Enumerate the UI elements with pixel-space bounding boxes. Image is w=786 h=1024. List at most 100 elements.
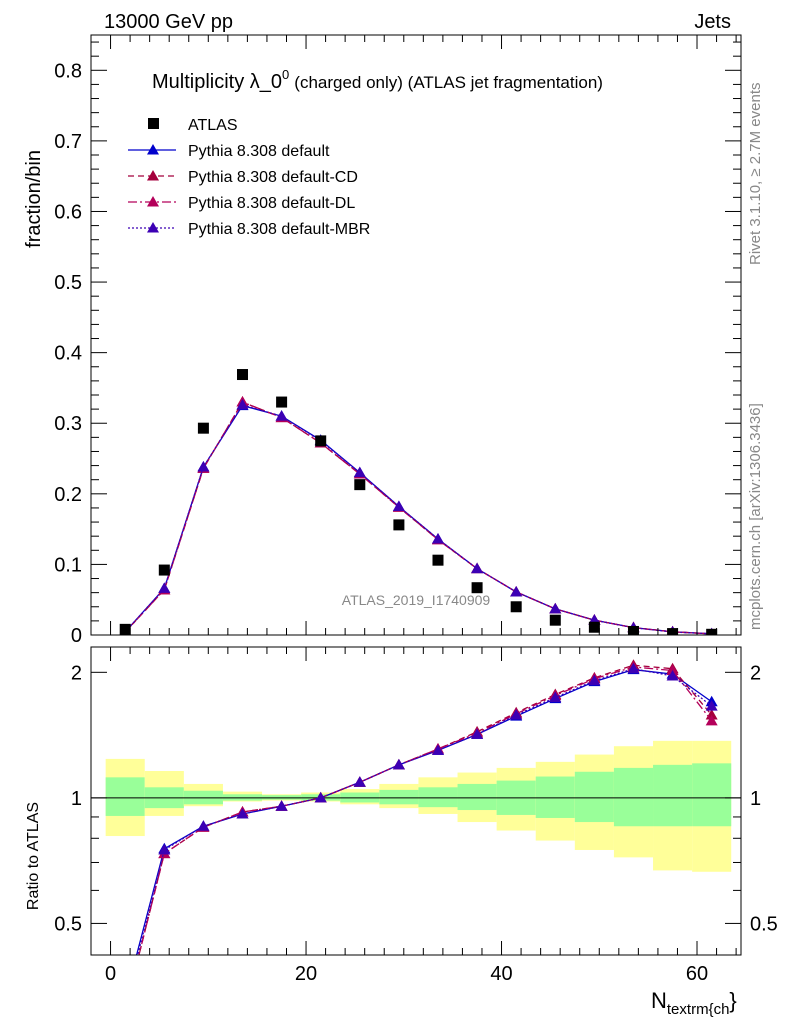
atlas-data-point bbox=[197, 422, 209, 434]
ratio-point-mbr bbox=[197, 820, 210, 831]
ratio-tick-label-right: 0.5 bbox=[750, 913, 778, 935]
y-tick-label: 0 bbox=[71, 625, 82, 647]
atlas-data-point bbox=[354, 479, 366, 491]
ratio-line-cd bbox=[138, 664, 713, 955]
ratio-point-dl bbox=[705, 714, 718, 726]
band-inner-bin bbox=[535, 776, 575, 818]
x-tick-label: 40 bbox=[490, 963, 512, 985]
x-tick-label: 20 bbox=[295, 963, 317, 985]
ratio-point-mbr bbox=[158, 843, 171, 855]
atlas-data-point bbox=[627, 625, 639, 635]
y-tick-label: 0.8 bbox=[54, 60, 82, 82]
series-line-mbr bbox=[124, 404, 712, 635]
legend-marker-mbr bbox=[147, 222, 159, 233]
atlas-data-point bbox=[158, 564, 170, 576]
ratio-point-mbr bbox=[510, 709, 523, 720]
band-inner-bin bbox=[457, 783, 497, 811]
ratio-point-mbr bbox=[549, 691, 562, 703]
legend-label-cd: Pythia 8.308 default-CD bbox=[188, 169, 358, 186]
atlas-data-point bbox=[393, 519, 405, 531]
ratio-point-mbr bbox=[353, 776, 366, 787]
atlas-data-point bbox=[667, 628, 679, 635]
ratio-point-mbr bbox=[471, 728, 484, 739]
ratio-tick-label-right: 1 bbox=[750, 788, 761, 810]
legend: ATLAS Pythia 8.308 default Pythia 8.308 de… bbox=[128, 117, 370, 238]
rivet-label: Rivet 3.1.10, ≥ 2.7M events bbox=[747, 83, 764, 266]
atlas-data-point bbox=[432, 554, 444, 566]
series-point-mbr bbox=[197, 461, 210, 472]
ratio-tick-label-left: 0.5 bbox=[54, 913, 82, 935]
atlas-data-point bbox=[119, 623, 131, 635]
atlas-data-point bbox=[315, 435, 327, 447]
y-tick-label: 0.3 bbox=[54, 413, 82, 435]
ratio-line-mbr bbox=[137, 668, 713, 955]
header-process: Jets bbox=[694, 11, 731, 33]
ratio-point-mbr bbox=[431, 744, 444, 755]
legend-marker-default bbox=[147, 144, 159, 155]
x-label-sub: textrm{ch bbox=[667, 1001, 730, 1018]
ratio-tick-label-left: 2 bbox=[71, 662, 82, 684]
main-panel bbox=[119, 369, 718, 635]
ratio-point-dl bbox=[666, 664, 679, 676]
atlas-data-point bbox=[706, 628, 718, 635]
ratio-point-mbr bbox=[236, 807, 249, 819]
y-tick-label: 0.5 bbox=[54, 272, 82, 294]
x-label-main: N bbox=[651, 988, 667, 1013]
legend-marker-atlas bbox=[148, 118, 159, 129]
x-axis-label: Ntextrm{ch} bbox=[651, 988, 737, 1018]
ratio-point-mbr bbox=[705, 700, 718, 711]
legend-label-atlas: ATLAS bbox=[188, 117, 238, 134]
mcplots-label: mcplots.cern.ch [arXiv:1306.3436] bbox=[747, 403, 764, 630]
series-point-mbr bbox=[275, 410, 288, 421]
analysis-watermark: ATLAS_2019_I1740909 bbox=[342, 592, 491, 608]
y-tick-label: 0.2 bbox=[54, 484, 82, 506]
series-point-mbr bbox=[158, 582, 171, 593]
x-label-end: } bbox=[729, 988, 736, 1013]
header-energy: 13000 GeV pp bbox=[104, 11, 233, 33]
ratio-point-mbr bbox=[314, 791, 327, 803]
series-point-mbr bbox=[236, 398, 249, 410]
atlas-data-point bbox=[549, 614, 561, 626]
ratio-tick-label-right: 2 bbox=[750, 662, 761, 684]
y-tick-label: 0.1 bbox=[54, 554, 82, 576]
atlas-data-point bbox=[588, 621, 600, 633]
legend-marker-dl bbox=[147, 196, 159, 207]
band-inner-bin bbox=[692, 763, 732, 827]
ratio-point-mbr bbox=[275, 800, 288, 811]
legend-label-default: Pythia 8.308 default bbox=[188, 143, 330, 160]
ratio-point-mbr bbox=[392, 758, 405, 770]
y-tick-label: 0.7 bbox=[54, 131, 82, 153]
legend-label-mbr: Pythia 8.308 default-MBR bbox=[188, 221, 370, 238]
atlas-data-point bbox=[471, 582, 483, 594]
band-inner-bin bbox=[379, 789, 419, 805]
x-tick-label: 0 bbox=[105, 963, 116, 985]
legend-label-dl: Pythia 8.308 default-DL bbox=[188, 195, 355, 212]
band-inner-bin bbox=[418, 787, 458, 808]
band-inner-bin bbox=[653, 764, 693, 827]
y-axis-label: fraction/bin bbox=[23, 150, 45, 248]
y-tick-label: 0.6 bbox=[54, 201, 82, 223]
title-superscript: 0 bbox=[282, 67, 289, 82]
series-point-mbr bbox=[471, 562, 484, 574]
atlas-data-point bbox=[510, 601, 522, 613]
band-inner-bin bbox=[574, 771, 614, 823]
series-point-mbr bbox=[549, 602, 562, 614]
series-point-mbr bbox=[510, 585, 523, 597]
main-frame bbox=[90, 34, 742, 636]
ratio-point-mbr bbox=[627, 662, 640, 674]
ratio-y-axis-label: Ratio to ATLAS bbox=[25, 802, 42, 910]
band-inner-bin bbox=[105, 777, 145, 816]
ratio-uncertainty-bands bbox=[91, 740, 741, 872]
ratio-panel bbox=[135, 659, 718, 955]
ratio-frame bbox=[90, 646, 742, 956]
ratio-point-mbr bbox=[666, 669, 679, 681]
title-main: Multiplicity λ_0 bbox=[152, 71, 282, 93]
chart-title: Multiplicity λ_00 (charged only) (ATLAS j… bbox=[152, 67, 603, 93]
atlas-data-point bbox=[276, 396, 288, 408]
ratio-point-mbr bbox=[588, 674, 601, 686]
legend-marker-cd bbox=[147, 170, 159, 181]
band-inner-bin bbox=[613, 767, 654, 827]
series-point-mbr bbox=[431, 533, 444, 544]
